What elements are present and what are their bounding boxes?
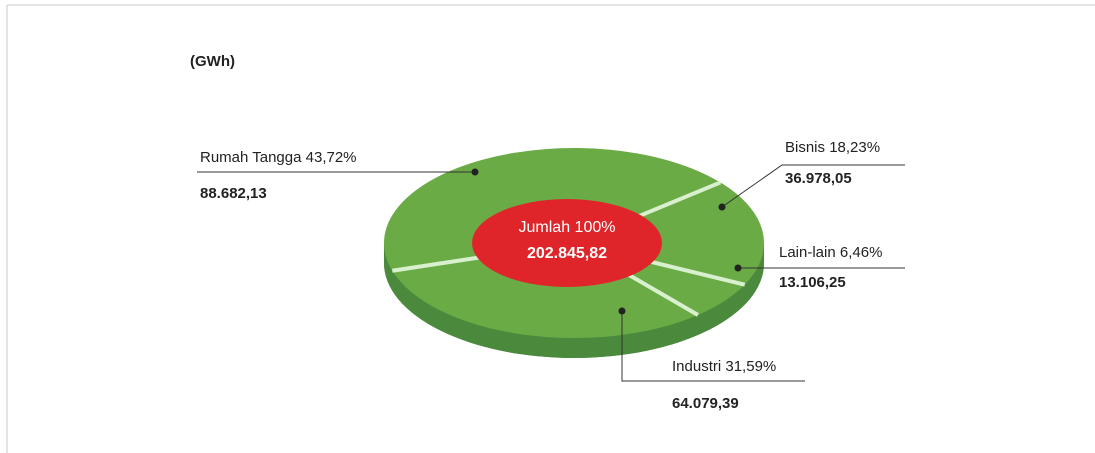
category-name: Industri — [672, 358, 721, 375]
center-label: Jumlah 100% — [519, 219, 616, 236]
category-name: Lain-lain — [779, 244, 836, 261]
value-label: 88.682,13 — [200, 185, 267, 202]
percent-label: 43,72% — [306, 149, 357, 166]
percent-label: 18,23% — [829, 139, 880, 156]
category-name: Bisnis — [785, 139, 825, 156]
value-label: 13.106,25 — [779, 274, 846, 291]
leader-dot — [734, 264, 742, 272]
leader-line — [621, 311, 805, 382]
value-label: 64.079,39 — [672, 395, 739, 412]
percent-label: 31,59% — [725, 358, 776, 375]
percent-label: 6,46% — [840, 244, 883, 261]
leader-line — [721, 164, 905, 208]
pie-slice — [574, 182, 764, 285]
leader-dot — [471, 168, 479, 176]
slice-label: Rumah Tangga 43,72% — [200, 149, 357, 166]
center-ellipse — [472, 199, 662, 287]
slice-label: Industri 31,59% — [672, 358, 776, 375]
category-name: Rumah Tangga — [200, 149, 302, 166]
chart-title: (GWh) — [190, 53, 235, 70]
slice-label: Bisnis 18,23% — [785, 139, 880, 156]
leader-dot — [718, 203, 726, 211]
value-label: 36.978,05 — [785, 170, 852, 187]
center-value: 202.845,82 — [527, 245, 607, 262]
slice-label: Lain-lain 6,46% — [779, 244, 882, 261]
leader-dot — [618, 307, 626, 315]
